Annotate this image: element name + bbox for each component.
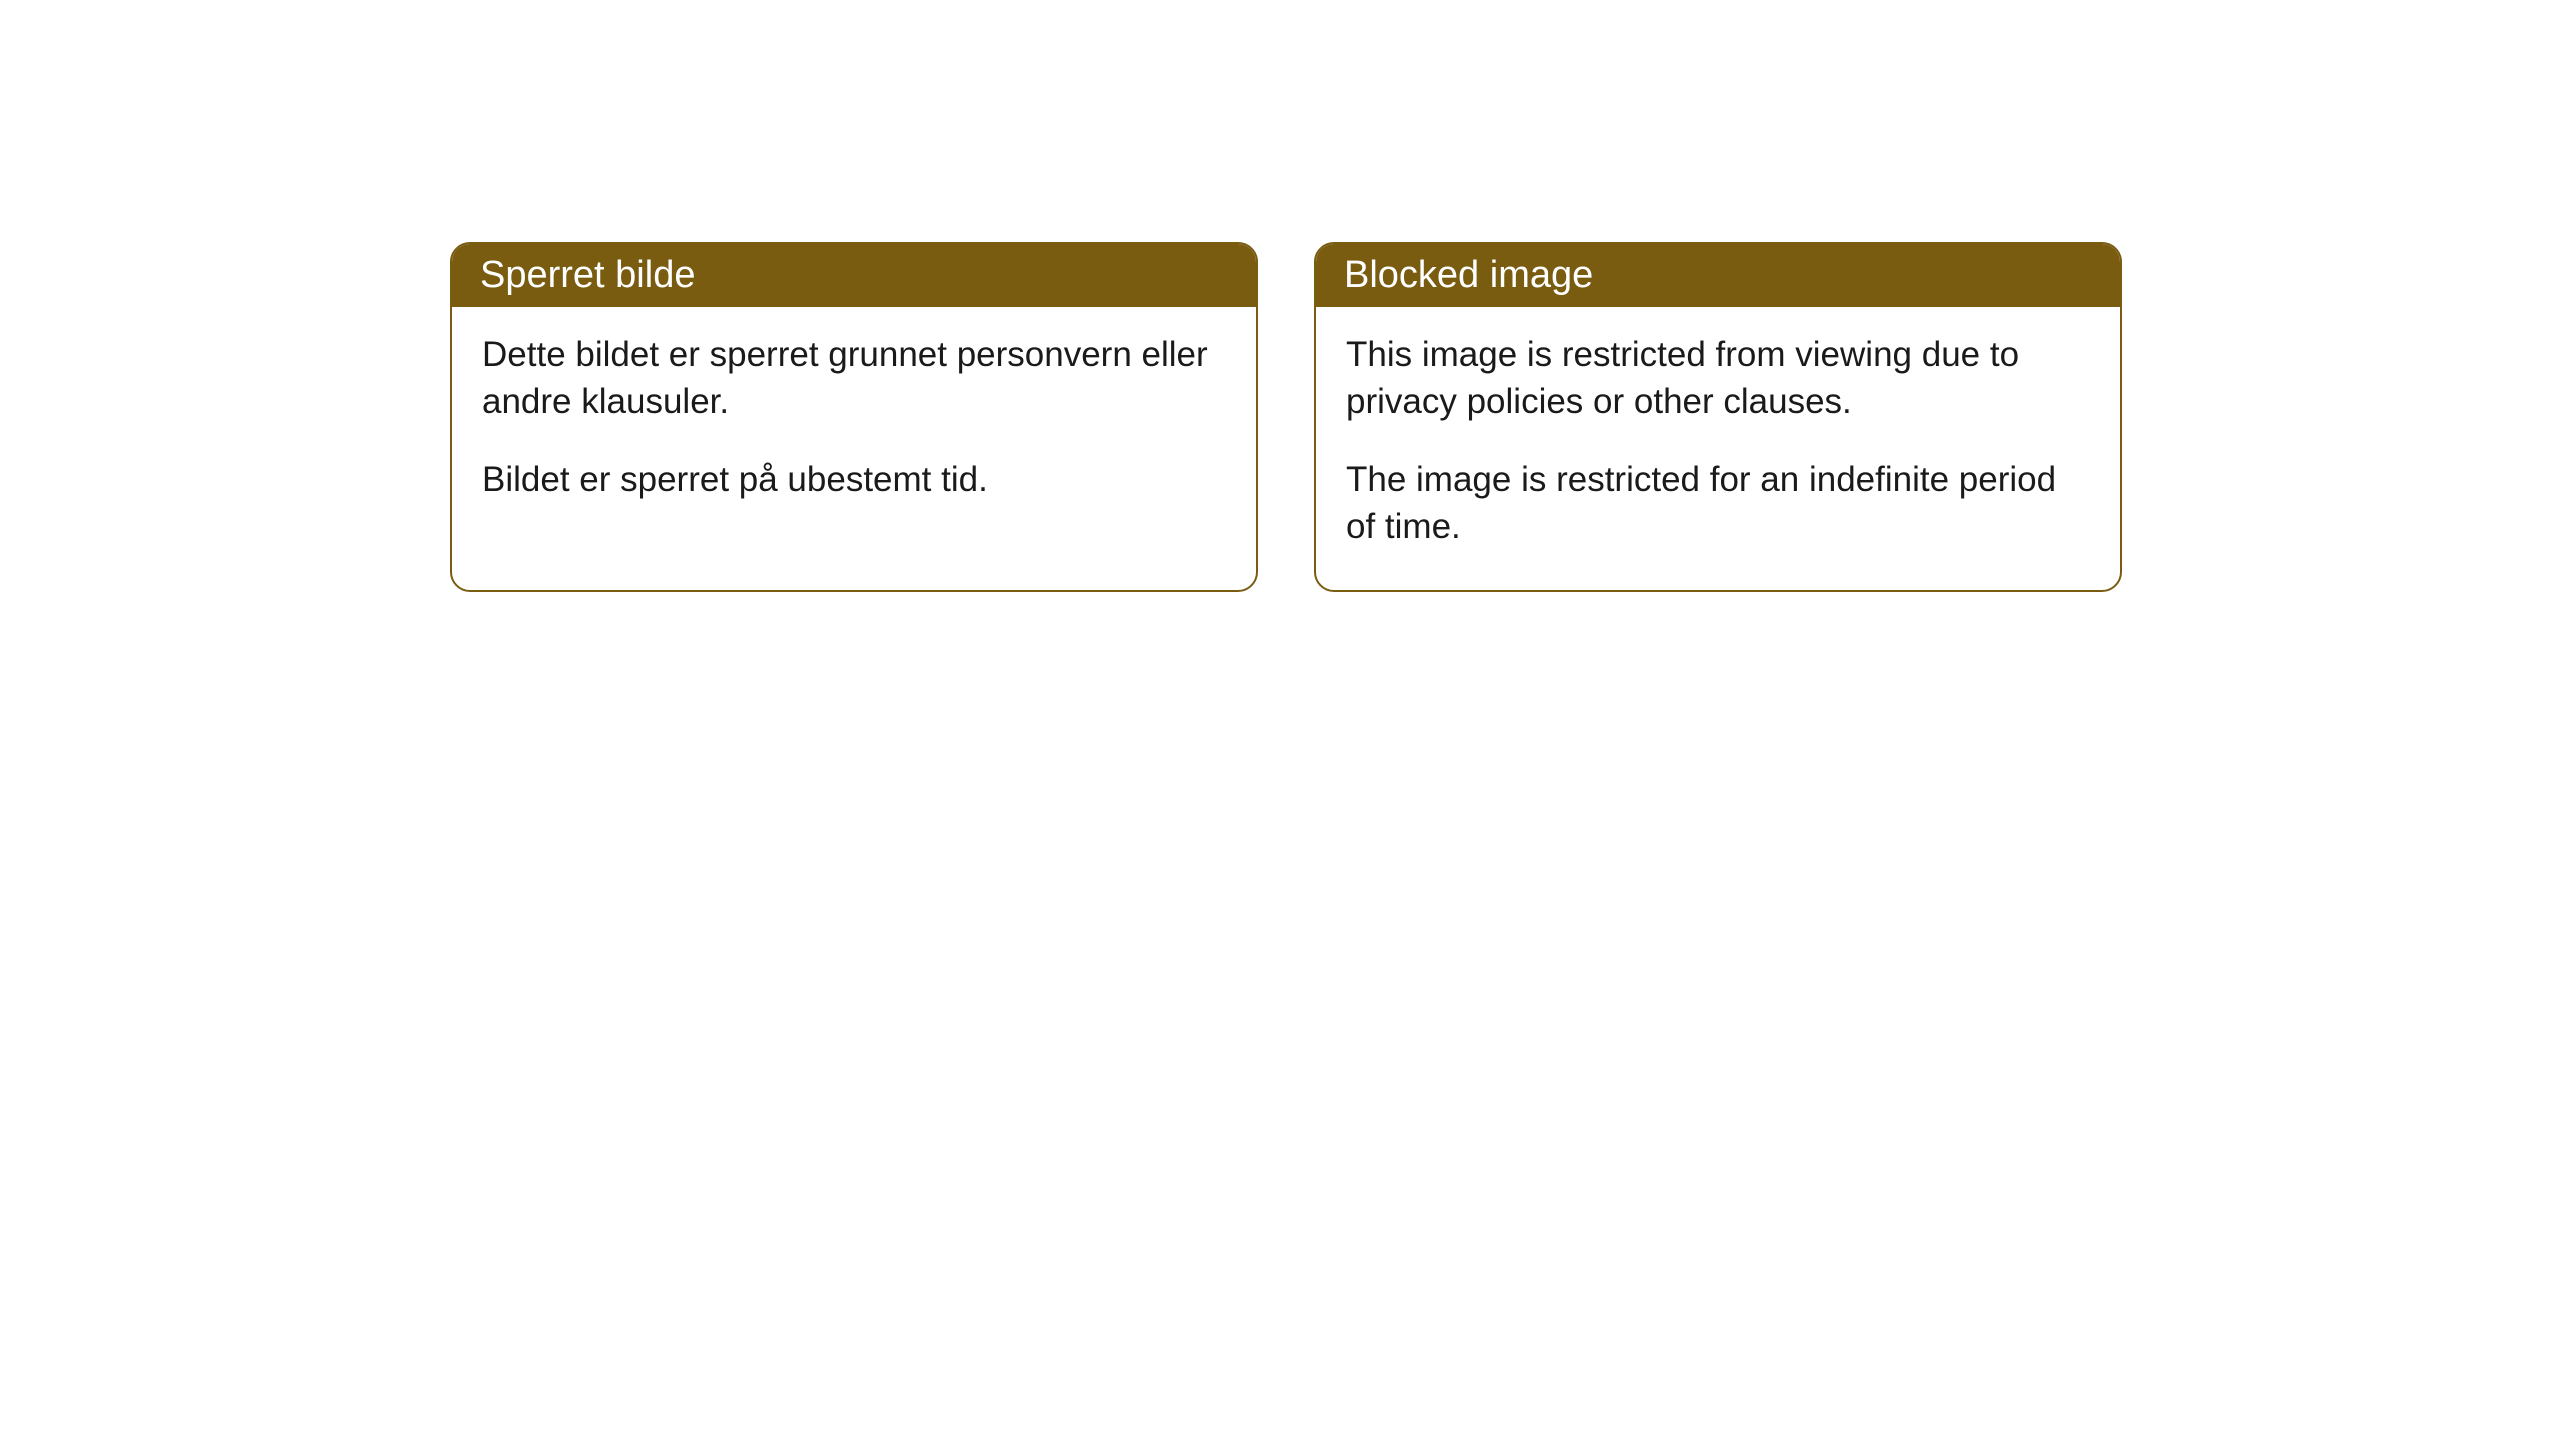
card-header-english: Blocked image — [1316, 244, 2120, 307]
notice-text-1: This image is restricted from viewing du… — [1346, 331, 2090, 426]
notice-text-2: Bildet er sperret på ubestemt tid. — [482, 456, 1226, 503]
notice-text-2: The image is restricted for an indefinit… — [1346, 456, 2090, 551]
notice-card-english: Blocked image This image is restricted f… — [1314, 242, 2122, 592]
card-body-norwegian: Dette bildet er sperret grunnet personve… — [452, 307, 1256, 543]
notice-cards-container: Sperret bilde Dette bildet er sperret gr… — [450, 242, 2122, 592]
card-header-norwegian: Sperret bilde — [452, 244, 1256, 307]
card-body-english: This image is restricted from viewing du… — [1316, 307, 2120, 590]
notice-card-norwegian: Sperret bilde Dette bildet er sperret gr… — [450, 242, 1258, 592]
notice-text-1: Dette bildet er sperret grunnet personve… — [482, 331, 1226, 426]
